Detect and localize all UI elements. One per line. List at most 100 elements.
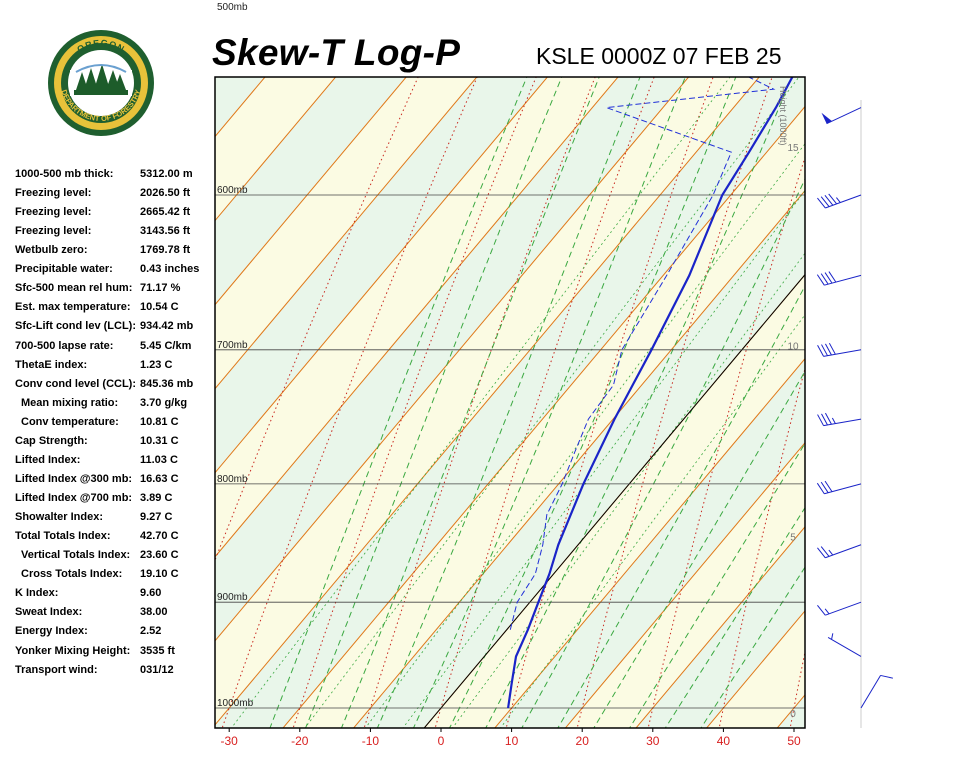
pressure-label: 900mb (217, 592, 248, 603)
x-tick-label: -10 (362, 734, 380, 748)
height-tick-label: 15 (787, 143, 799, 154)
wind-barb-staff (824, 483, 862, 495)
index-value: 11.03 C (140, 453, 178, 466)
wind-barb-full (817, 345, 825, 357)
index-label: Showalter Index: (15, 511, 104, 524)
index-value: 5312.00 m (140, 168, 193, 180)
x-tick-label: 40 (717, 734, 731, 748)
moist-adiabat (376, 77, 641, 728)
index-label: Sweat Index: (15, 606, 83, 619)
wind-barb-full (880, 674, 894, 679)
isotherm-line (0, 37, 228, 768)
index-label: Sfc-500 mean rel hum: (15, 282, 133, 295)
index-value: 10.81 C (140, 415, 179, 428)
wind-barb-full (824, 343, 832, 356)
isotherm-band (0, 37, 157, 768)
moist-adiabat (700, 566, 805, 728)
isotherm-band (215, 77, 805, 728)
index-value: 38.00 (140, 606, 168, 619)
index-label: 1000-500 mb thick: (15, 168, 114, 180)
index-label: Lifted Index @700 mb: (15, 492, 133, 505)
isotherm-line (0, 37, 16, 768)
wind-barb-staff (827, 637, 862, 657)
index-value: 10.31 C (140, 434, 179, 447)
index-label: Mean mixing ratio: (21, 396, 119, 409)
height-tick-label: 5 (790, 532, 796, 543)
wind-barb-staff (825, 194, 862, 209)
index-label: Sfc-Lift cond lev (LCL): (15, 320, 136, 333)
isotherm-line (215, 77, 478, 390)
dry-adiabat (221, 77, 478, 728)
isotherm-line (215, 77, 760, 726)
plot-frame (214, 76, 806, 729)
dry-adiabat (576, 77, 773, 728)
isotherm-line (282, 105, 805, 728)
index-label: Freezing level: (15, 187, 92, 200)
index-value: 1769.78 ft (140, 244, 191, 257)
index-value: 19.10 C (140, 568, 179, 581)
wind-barb-full (820, 546, 830, 557)
x-tick-label: 0 (438, 734, 445, 748)
wind-barb-staff (823, 349, 862, 357)
moist-adiabat (412, 77, 686, 728)
isotherm-line (215, 77, 619, 558)
wind-barb-staff (823, 418, 862, 427)
wind-barb-half (831, 633, 834, 640)
index-value: 9.27 C (140, 511, 173, 524)
moist-adiabat (629, 442, 805, 728)
chart-title: Skew-T Log-P (212, 32, 461, 73)
index-label: Lifted Index: (15, 453, 81, 466)
mixing-ratio-line (452, 252, 805, 728)
index-value: 845.36 mb (140, 377, 194, 390)
wind-barb-full (817, 197, 826, 209)
isotherm-line (494, 357, 805, 728)
moist-adiabat (485, 77, 793, 728)
isotherm-line (814, 37, 960, 768)
x-tick-label: 20 (576, 734, 590, 748)
dry-adiabat (292, 77, 537, 728)
pressure-label: 800mb (217, 474, 248, 485)
wind-barb-half (824, 608, 830, 615)
isotherm-line (352, 189, 805, 728)
dry-adiabat (434, 77, 655, 728)
index-label: K Index: (15, 587, 59, 600)
index-value: 0.43 inches (140, 263, 200, 276)
wind-barb-staff (825, 544, 862, 559)
wind-barb (817, 544, 862, 559)
index-value: 3.70 g/kg (140, 396, 188, 409)
index-value: 3143.56 ft (140, 225, 191, 238)
wind-barb (817, 601, 862, 616)
height-tick-label: 10 (787, 341, 799, 352)
wind-barb (816, 271, 862, 286)
index-label: Est. max temperature: (15, 301, 131, 314)
oregon-dept-forestry-logo: OREGON DEPARTMENT OF FORESTRY (48, 30, 154, 136)
x-tick-label: 30 (646, 734, 660, 748)
index-value: 16.63 C (140, 472, 179, 485)
wind-barb (817, 412, 862, 427)
index-value: 42.70 C (140, 530, 179, 543)
index-label: Precipitable water: (15, 263, 113, 276)
isotherm-line (564, 441, 805, 728)
wind-barb-full (817, 547, 826, 559)
dewpoint-profile (509, 77, 776, 630)
isotherm-band (0, 37, 16, 768)
x-tick-label: 50 (787, 734, 801, 748)
wind-barb (860, 674, 894, 709)
index-label: Cross Totals Index: (21, 568, 123, 581)
index-label: Energy Index: (15, 625, 88, 638)
index-label: Total Totals Index: (15, 530, 111, 543)
wind-barb-full (828, 193, 837, 205)
wind-barb-full (820, 273, 829, 285)
wind-barb-staff (860, 675, 882, 709)
index-value: 5.45 C/km (140, 339, 192, 352)
pressure-label: 1000mb (217, 698, 254, 709)
index-value: 2026.50 ft (140, 187, 191, 200)
wind-barb-staff (826, 107, 862, 125)
dry-adiabat (718, 366, 805, 728)
wind-barb-half (831, 417, 836, 424)
wind-barb-full (824, 272, 833, 284)
index-label: Transport wind: (15, 663, 98, 676)
height-axis-label: Height (1000ft) (778, 86, 788, 146)
moist-adiabat (448, 77, 737, 728)
